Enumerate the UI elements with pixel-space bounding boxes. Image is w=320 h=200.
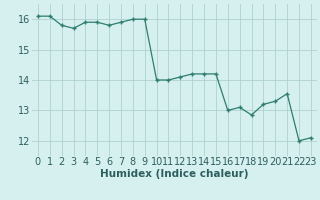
- X-axis label: Humidex (Indice chaleur): Humidex (Indice chaleur): [100, 169, 249, 179]
